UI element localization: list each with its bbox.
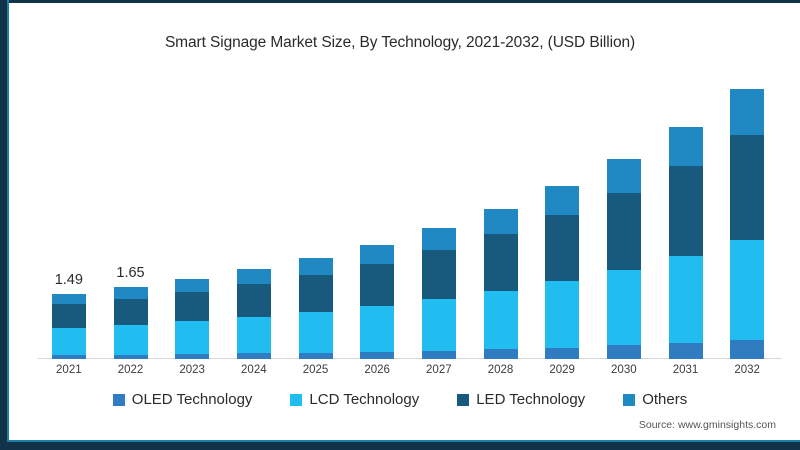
bar-segment-oled-technology[interactable] (421, 350, 456, 359)
bar-segment-lcd-technology[interactable] (545, 281, 580, 348)
legend-label: Others (642, 391, 688, 408)
legend-label: LED Technology (476, 391, 586, 408)
bar-segment-oled-technology[interactable] (175, 354, 210, 359)
bar-segment-led-technology[interactable] (236, 283, 271, 317)
bar-segment-lcd-technology[interactable] (421, 299, 456, 351)
bar-segment-others[interactable] (51, 293, 86, 305)
bar-stack (236, 268, 271, 359)
bar-segment-lcd-technology[interactable] (730, 240, 765, 340)
bar-stack (360, 244, 395, 359)
bar-segment-oled-technology[interactable] (113, 354, 148, 359)
chart-title: Smart Signage Market Size, By Technology… (164, 34, 636, 51)
bar-segment-others[interactable] (730, 89, 765, 136)
legend-swatch-icon (623, 393, 636, 406)
bar-segment-others[interactable] (298, 257, 333, 275)
bar-segment-others[interactable] (360, 244, 395, 264)
x-tick-label-2023: 2023 (179, 364, 205, 376)
bar-segment-others[interactable] (236, 268, 271, 284)
bar-stack (606, 158, 641, 359)
source-attribution: Source: www.gminsights.com (638, 419, 776, 431)
chart-legend: OLED Technology LCD Technology LED Technol… (0, 391, 800, 408)
bar-segment-others[interactable] (113, 286, 148, 299)
bar-segment-oled-technology[interactable] (730, 339, 765, 359)
x-tick-label-2031: 2031 (672, 364, 699, 376)
bar-stack (545, 186, 580, 359)
bar-segment-led-technology[interactable] (175, 292, 210, 322)
bar-segment-led-technology[interactable] (483, 234, 518, 292)
bar-segment-oled-technology[interactable] (606, 345, 641, 359)
bar-segment-lcd-technology[interactable] (360, 306, 395, 352)
x-tick-label-2030: 2030 (611, 364, 637, 376)
bar-segment-led-technology[interactable] (606, 192, 641, 270)
legend-item-others[interactable]: Others (623, 391, 687, 408)
frame-left-accent (7, 0, 9, 450)
bar-stack (668, 126, 703, 359)
bar-segment-others[interactable] (606, 158, 641, 193)
x-tick-label-2024: 2024 (241, 364, 267, 376)
bar-segment-lcd-technology[interactable] (298, 312, 333, 353)
bar-segment-oled-technology[interactable] (483, 349, 518, 359)
bar-segment-led-technology[interactable] (360, 263, 395, 307)
legend-item-led-technology[interactable]: LED Technology (457, 391, 585, 408)
bar-segment-others[interactable] (421, 227, 456, 250)
bar-segment-oled-technology[interactable] (668, 342, 703, 359)
x-tick-label-2027: 2027 (426, 364, 452, 376)
bar-stack (51, 293, 86, 359)
bar-segment-lcd-technology[interactable] (606, 269, 641, 346)
x-tick-label-2025: 2025 (302, 364, 329, 376)
legend-swatch-icon (457, 393, 470, 406)
bar-segment-oled-technology[interactable] (360, 352, 395, 359)
bar-segment-oled-technology[interactable] (236, 353, 271, 359)
bar-segment-others[interactable] (483, 209, 518, 235)
x-tick-label-2028: 2028 (487, 364, 514, 376)
bar-segment-oled-technology[interactable] (51, 355, 86, 359)
x-tick-label-2029: 2029 (549, 364, 575, 376)
bar-stack (730, 89, 765, 359)
bar-stack (298, 257, 333, 359)
frame-top-border (9, 0, 800, 3)
legend-item-oled-technology[interactable]: OLED Technology (112, 391, 253, 408)
legend-label: OLED Technology (131, 391, 253, 408)
bar-segment-led-technology[interactable] (730, 135, 765, 241)
x-axis-line (38, 358, 782, 359)
legend-label: LCD Technology (309, 391, 420, 408)
bar-value-label-2021: 1.49 (54, 271, 83, 288)
bar-segment-others[interactable] (175, 278, 210, 293)
legend-swatch-icon (112, 393, 125, 406)
bar-stack (483, 209, 518, 359)
bar-segment-led-technology[interactable] (545, 214, 580, 282)
bar-segment-others[interactable] (668, 126, 703, 167)
bar-segment-led-technology[interactable] (51, 304, 86, 328)
bar-segment-led-technology[interactable] (421, 249, 456, 300)
bar-segment-lcd-technology[interactable] (236, 316, 271, 354)
bar-segment-lcd-technology[interactable] (51, 327, 86, 356)
x-tick-label-2026: 2026 (364, 364, 390, 376)
frame-bottom-border (0, 442, 800, 450)
bar-segment-led-technology[interactable] (113, 298, 148, 325)
bar-segment-oled-technology[interactable] (545, 347, 580, 359)
bar-stack (113, 286, 148, 359)
bar-segment-lcd-technology[interactable] (483, 291, 518, 350)
bar-stack (175, 278, 210, 359)
legend-swatch-icon (290, 393, 303, 406)
bar-segment-oled-technology[interactable] (298, 352, 333, 359)
bar-segment-lcd-technology[interactable] (175, 321, 210, 355)
x-tick-label-2021: 2021 (56, 364, 82, 376)
bar-segment-led-technology[interactable] (668, 166, 703, 257)
bar-segment-lcd-technology[interactable] (113, 324, 148, 355)
bar-stack (421, 227, 456, 359)
legend-item-lcd-technology[interactable]: LCD Technology (290, 391, 419, 408)
bar-segment-others[interactable] (545, 186, 580, 215)
bar-segment-led-technology[interactable] (298, 274, 333, 313)
frame-left-border (0, 0, 7, 450)
x-tick-label-2022: 2022 (117, 364, 144, 376)
bar-value-label-2022: 1.65 (116, 264, 145, 281)
frame-bottom-accent (9, 440, 800, 442)
plot-area: 1.49 1.65 (38, 70, 778, 359)
bar-segment-lcd-technology[interactable] (668, 256, 703, 343)
x-tick-label-2032: 2032 (734, 364, 760, 376)
